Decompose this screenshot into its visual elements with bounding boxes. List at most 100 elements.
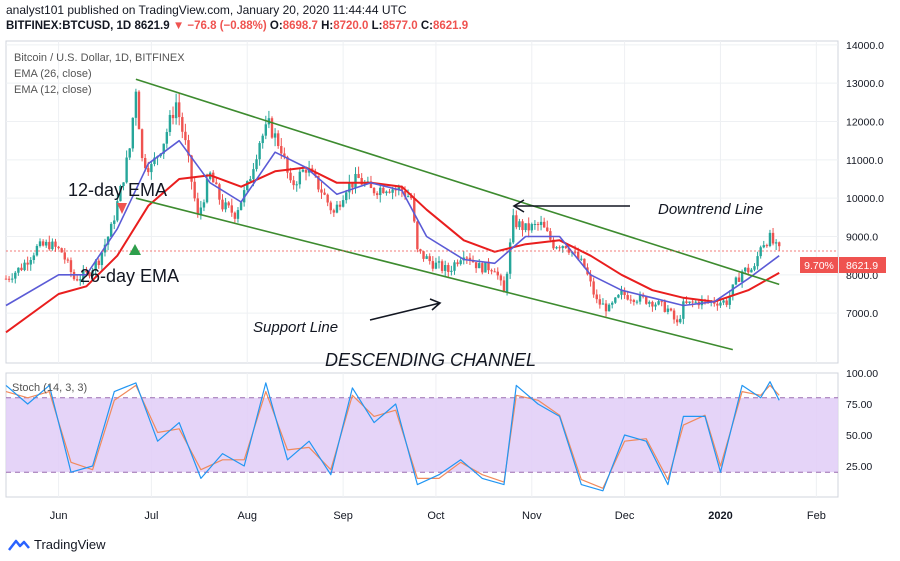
candle-body	[239, 202, 243, 211]
candle-body	[611, 302, 614, 305]
candlestick	[645, 296, 648, 305]
close-label: C:	[420, 20, 433, 32]
candle-body	[484, 261, 487, 273]
x-tick-label: Aug	[237, 510, 257, 522]
candlestick	[258, 141, 261, 166]
candlestick	[447, 262, 450, 277]
candlestick	[323, 188, 326, 196]
candle-body	[753, 266, 756, 270]
candle-body	[215, 182, 218, 185]
candlestick	[666, 305, 670, 315]
pct-badge-text: 9.70%	[804, 260, 834, 272]
candlestick	[345, 189, 348, 204]
candle-body	[558, 247, 561, 249]
candle-body	[391, 189, 394, 193]
candlestick	[26, 256, 29, 271]
candlestick	[512, 208, 515, 245]
candlestick	[549, 228, 552, 243]
candle-body	[221, 199, 224, 210]
candle-body	[329, 202, 332, 211]
candle-body	[85, 270, 88, 273]
candle-body	[212, 172, 215, 183]
candle-body	[431, 261, 435, 269]
x-tick-label: Feb	[807, 510, 826, 522]
candle-body	[638, 294, 642, 302]
y-tick-label: 11000.0	[846, 155, 883, 167]
candle-body	[7, 278, 11, 280]
candlestick	[273, 128, 277, 147]
candlestick	[165, 128, 169, 149]
x-tick-label: 2020	[708, 510, 732, 522]
candle-body	[632, 299, 636, 303]
candlestick	[230, 198, 233, 217]
candlestick	[224, 197, 227, 213]
candle-body	[626, 295, 629, 300]
x-tick-label: Oct	[427, 510, 444, 522]
candle-body	[623, 290, 626, 296]
candlestick	[113, 215, 116, 230]
candle-body	[122, 182, 125, 186]
candle-body	[261, 135, 264, 144]
candlestick	[694, 300, 697, 304]
candlestick	[493, 268, 496, 273]
candlestick	[354, 167, 357, 194]
candlestick	[221, 194, 224, 212]
candle-body	[747, 267, 750, 273]
candle-body	[171, 114, 175, 119]
candlestick	[450, 265, 453, 276]
candlestick	[335, 200, 339, 214]
candle-body	[409, 196, 413, 199]
y-tick-label: 13000.0	[846, 78, 884, 90]
close-value: 8621.9	[433, 20, 469, 32]
stoch-k-line	[5, 381, 780, 492]
candle-body	[530, 224, 533, 231]
candle-body	[125, 157, 128, 183]
candlestick	[546, 220, 549, 232]
candlestick	[725, 297, 728, 308]
candle-body	[301, 169, 305, 172]
candlestick	[125, 150, 128, 184]
candle-body	[524, 223, 527, 231]
x-tick-label: Dec	[615, 510, 635, 522]
candlestick	[171, 106, 175, 125]
candle-body	[539, 221, 543, 226]
price-pane[interactable]	[5, 40, 839, 364]
candlestick	[552, 237, 555, 251]
candlestick	[17, 267, 20, 276]
x-tick-label: Jun	[50, 510, 68, 522]
candlestick	[270, 116, 274, 139]
candle-body	[700, 299, 704, 306]
candle-body	[614, 297, 617, 303]
candle-body	[369, 181, 373, 189]
candle-body	[178, 102, 181, 118]
candlestick	[778, 241, 781, 251]
candle-body	[490, 270, 493, 272]
candlestick	[246, 180, 249, 194]
candlestick	[215, 178, 218, 185]
last-price: 8621.9	[134, 20, 170, 32]
candlestick	[598, 294, 602, 309]
candle-body	[230, 205, 233, 213]
candle-body	[620, 290, 623, 295]
candlestick	[468, 253, 472, 266]
candle-body	[205, 178, 209, 203]
candle-body	[292, 180, 295, 186]
candle-body	[224, 202, 227, 210]
candlestick	[679, 314, 682, 324]
candle-body	[688, 301, 691, 304]
candle-body	[236, 210, 240, 219]
candlestick	[654, 302, 657, 311]
candlestick	[558, 245, 561, 252]
candle-body	[51, 241, 54, 250]
candle-body	[474, 262, 478, 269]
candle-body	[48, 241, 51, 250]
symbol: BITFINEX:BTCUSD, 1D	[6, 20, 132, 32]
candle-body	[422, 251, 425, 259]
candlestick	[375, 191, 379, 199]
x-tick-label: Jul	[144, 510, 158, 522]
candlestick	[530, 222, 533, 233]
tradingview-logo[interactable]: TradingView	[8, 537, 106, 552]
candle-body	[348, 182, 351, 193]
candlestick	[286, 155, 289, 179]
